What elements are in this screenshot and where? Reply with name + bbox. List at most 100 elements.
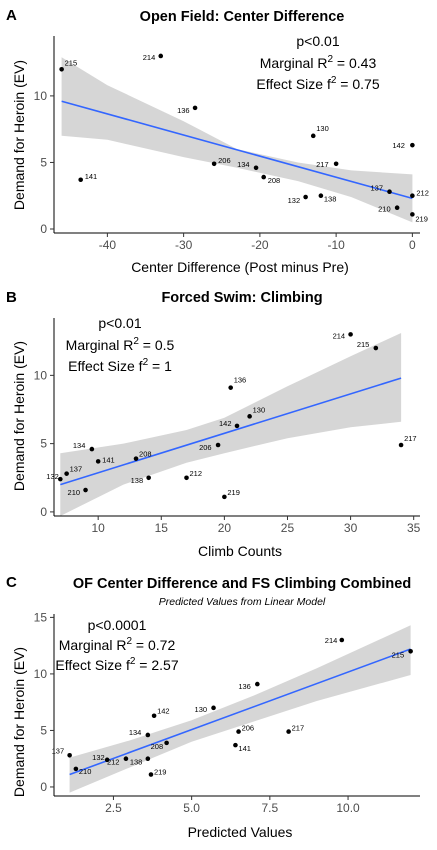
panel-letter-c: C [6,574,17,591]
panel-b-point-132 [58,476,63,482]
panel-b-x-tick-label: 25 [281,521,295,535]
panel-a-point-label-132: 132 [288,196,301,205]
panel-b-x-tick-label: 10 [91,521,105,535]
panel-b-point-label-219: 219 [227,488,240,497]
panel-c-point-label-206: 206 [242,724,255,733]
panel-b-x-axis-title: Climb Counts [198,543,282,559]
panel-b-point-214 [348,332,353,337]
panel-a-plot-area: -40 -30 -20 -10 0 0 5 10 215 214 136 141 130 206 134 20… [34,36,429,252]
panel-c: C OF Center Difference and FS Climbing C… [6,574,420,840]
panel-c-point-137 [67,753,72,758]
panel-a-point-208 [261,174,266,180]
panel-c-point-label-132: 132 [92,753,105,762]
panel-a-x-tick-label: -30 [175,238,193,252]
panel-a-point-label-130: 130 [316,124,329,133]
panel-c-point-label-215: 215 [392,650,405,659]
panel-c-r-squared: Marginal R2 = 0.72 [59,636,176,653]
panel-b-point-label-208: 208 [139,450,152,459]
panel-b-point-215 [373,345,379,351]
panel-c-point-215 [408,649,413,654]
panel-b-point-142 [234,423,240,429]
panel-b-point-136 [228,385,233,390]
panel-a-point-134 [253,165,259,171]
panel-b-point-217 [398,442,404,448]
panel-c-point-217 [286,729,291,734]
panel-c-y-tick-label: 10 [34,667,48,681]
panel-a-point-label-206: 206 [218,156,231,165]
panel-a-point-label-134: 134 [237,160,250,169]
panel-c-point-label-134: 134 [129,728,142,737]
panel-a-point-130 [310,133,316,139]
panel-c-x-tick-label: 5.0 [183,801,200,815]
panel-c-point-206 [236,729,241,734]
panel-a-point-label-136: 136 [177,106,190,115]
panel-c-p-value: p<0.0001 [88,617,147,633]
panel-c-y-tick-label: 15 [34,610,48,624]
panel-a-point-label-141: 141 [85,172,98,181]
panel-c-point-141 [233,742,238,748]
panel-b-point-141 [95,459,101,464]
panel-b-point-219 [222,494,227,500]
panel-a-point-219 [410,212,415,217]
panel-b-point-label-212: 212 [190,469,203,478]
panel-c-confidence-band [69,625,411,793]
panel-c-point-212 [123,756,129,761]
panel-b-point-137 [64,471,69,476]
panel-c-x-axis-title: Predicted Values [188,824,293,840]
panel-a-point-label-208: 208 [268,176,281,185]
panel-a-y-tick-label: 5 [40,155,47,169]
panel-c-y-axis-title: Demand for Heroin (EV) [11,647,27,797]
panel-b-x-tick-label: 30 [344,521,358,535]
panel-c-point-142 [151,713,157,719]
panel-c-point-134 [145,732,151,738]
panel-a-point-136 [192,105,198,111]
panel-a-regression-line [61,100,413,200]
panel-c-point-label-214: 214 [325,636,338,645]
panel-a-p-value: p<0.01 [296,33,339,49]
panel-c-point-label-210: 210 [79,767,92,776]
panel-a-title: Open Field: Center Difference [140,9,345,25]
panel-b-point-label-138: 138 [131,476,144,485]
panel-c-stats: p<0.0001 Marginal R2 = 0.72 Effect Size … [55,617,178,673]
panel-a-point-label-210: 210 [378,205,391,214]
panel-b-regression-line [60,377,402,486]
panel-b-point-label-142: 142 [219,419,232,428]
panel-c-point-210 [73,766,79,772]
panel-b-y-tick-label: 10 [34,368,48,382]
panel-b-point-206 [215,442,221,448]
panel-a-x-tick-label: -20 [251,238,269,252]
panel-a-point-141 [78,177,83,183]
panel-b-point-label-215: 215 [357,340,370,349]
panel-a-stats: p<0.01 Marginal R2 = 0.43 Effect Size f2… [256,33,379,92]
panel-b-point-134 [89,446,95,452]
panel-a-y-tick-label: 10 [34,89,48,103]
panel-a-point-label-212: 212 [416,189,429,198]
panel-a-r-squared: Marginal R2 = 0.43 [260,54,377,71]
panel-a-x-axis-title: Center Difference (Post minus Pre) [131,259,349,275]
panel-a-y-axis-title: Demand for Heroin (EV) [11,60,27,210]
panel-c-plot-area: 2.5 5.0 7.5 10.0 0 5 10 15 214 215 136 130 142 206 217… [34,610,420,815]
panel-b-plot-area: 10 15 20 25 30 35 0 5 10 214 215 136 130 142 206 217 134… [34,318,421,535]
panel-c-point-label-130: 130 [195,705,208,714]
panel-b-point-208 [133,456,139,461]
panel-b-point-label-210: 210 [68,488,81,497]
panel-b-y-tick-label: 0 [40,505,47,519]
panel-c-point-label-219: 219 [154,768,167,777]
panel-a-point-label-214: 214 [143,53,156,62]
panel-c-point-label-217: 217 [292,724,305,733]
panel-a-point-217 [333,161,339,167]
panel-c-title: OF Center Difference and FS Climbing Com… [73,576,411,592]
panel-a-x-tick-label: -40 [99,238,117,252]
panel-a-point-206 [211,161,217,167]
panel-c-point-214 [339,637,345,643]
panel-b-point-label-137: 137 [70,465,83,474]
panel-c-point-label-141: 141 [238,744,251,753]
panel-c-x-tick-label: 10.0 [336,801,360,815]
panel-a-point-label-142: 142 [392,141,405,150]
panel-b-point-label-217: 217 [404,434,417,443]
panel-b-title: Forced Swim: Climbing [161,290,322,306]
panel-b-point-label-134: 134 [73,441,86,450]
panel-a-point-label-137: 137 [371,184,384,193]
panel-a-point-132 [303,194,308,200]
